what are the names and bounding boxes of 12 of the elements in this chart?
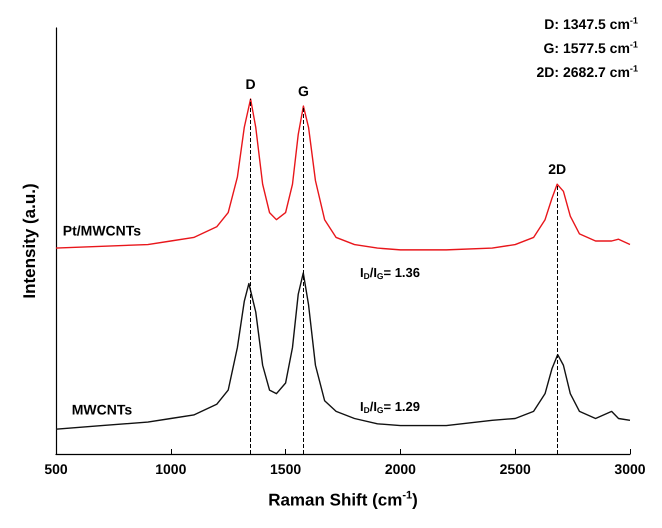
x-tick-label: 1000 [155,461,187,477]
series-label: MWCNTs [72,402,132,418]
ref-line-label: G [298,83,309,100]
x-tick-label: 2000 [384,461,416,477]
ref-line-label: 2D [548,161,566,178]
series-label: Pt/MWCNTs [62,222,142,238]
ref-line-label: D [246,76,256,92]
y-axis-title: Intensity (a.u.) [20,183,39,299]
x-tick-label: 2500 [500,461,531,477]
x-tick-label: 1500 [270,461,302,477]
x-tick-label: 3000 [614,461,646,477]
x-tick-label: 500 [44,461,68,477]
